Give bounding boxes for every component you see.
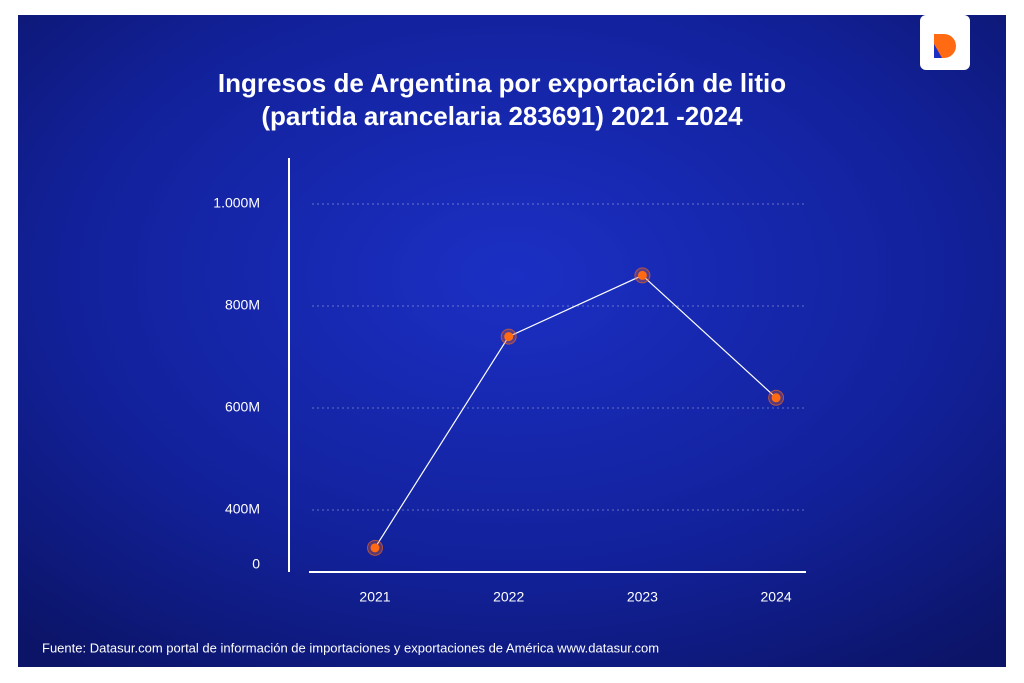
- x-tick-label: 2023: [627, 589, 658, 605]
- marker: [771, 393, 781, 403]
- x-tick-label: 2024: [761, 589, 792, 605]
- marker: [370, 543, 380, 553]
- y-tick-label: 1.000M: [213, 195, 260, 211]
- y-tick-label: 600M: [225, 399, 260, 415]
- marker: [504, 332, 514, 342]
- chart-title: Ingresos de Argentina por exportación de…: [218, 68, 786, 98]
- panel: [18, 15, 1006, 667]
- line: [374, 274, 777, 549]
- source: Fuente: Datasur.com portal de informació…: [42, 640, 659, 655]
- marker: [637, 270, 647, 280]
- x-tick-label: 2021: [359, 589, 390, 605]
- y-tick-label: 800M: [225, 297, 260, 313]
- y-tick-label: 0: [252, 556, 260, 572]
- logo: [920, 15, 970, 70]
- x-tick-label: 2022: [493, 589, 524, 605]
- y-tick-label: 400M: [225, 501, 260, 517]
- chart-title: (partida arancelaria 283691) 2021 -2024: [261, 101, 743, 131]
